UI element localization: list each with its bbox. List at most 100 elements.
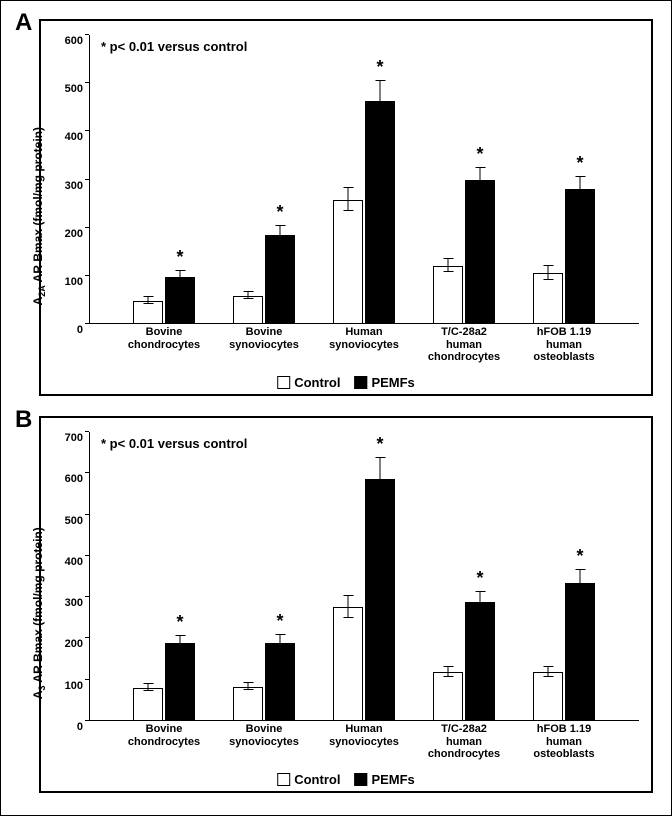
bar-group: * bbox=[129, 643, 199, 721]
error-bar bbox=[480, 167, 481, 194]
legend-label-control: Control bbox=[294, 375, 340, 390]
control-bar bbox=[333, 607, 363, 721]
bar-group: * bbox=[529, 583, 599, 721]
x-category-label: T/C-28a2 human chondrocytes bbox=[428, 326, 500, 364]
x-category-label: Human synoviocytes bbox=[329, 723, 399, 748]
bar-group: * bbox=[129, 277, 199, 324]
y-tick-label: 0 bbox=[41, 721, 89, 733]
y-tick-mark bbox=[85, 555, 89, 556]
control-bar bbox=[333, 200, 363, 324]
error-bar bbox=[348, 595, 349, 618]
x-labels: Bovine chondrocytes Bovine synoviocytes Hu… bbox=[89, 723, 639, 763]
error-bar bbox=[548, 666, 549, 678]
legend-swatch-pemfs bbox=[354, 773, 367, 786]
x-category-label: Bovine synoviocytes bbox=[229, 326, 299, 351]
error-bar bbox=[480, 591, 481, 614]
error-bar bbox=[148, 296, 149, 304]
y-tick-label: 200 bbox=[41, 228, 89, 240]
pemfs-bar: * bbox=[565, 189, 595, 324]
pemfs-bar: * bbox=[165, 643, 195, 721]
pemfs-bar: * bbox=[165, 277, 195, 324]
significance-star: * bbox=[376, 434, 383, 455]
significance-star: * bbox=[576, 546, 583, 567]
error-bar bbox=[248, 682, 249, 690]
error-bar bbox=[280, 634, 281, 651]
x-category-label: hFOB 1.19 human osteoblasts bbox=[533, 326, 594, 364]
error-bar bbox=[380, 80, 381, 123]
chart-container: A2A AR Bmax (fmol/mg protein)* p< 0.01 v… bbox=[39, 19, 653, 396]
y-tick-mark bbox=[85, 637, 89, 638]
y-tick-label: 200 bbox=[41, 638, 89, 650]
pemfs-bar: * bbox=[365, 479, 395, 721]
legend-swatch-pemfs bbox=[354, 376, 367, 389]
control-bar bbox=[433, 672, 463, 721]
bar-group: * bbox=[229, 235, 299, 324]
error-bar bbox=[280, 225, 281, 244]
bar-group: * bbox=[329, 101, 399, 324]
y-tick-label: 600 bbox=[41, 473, 89, 485]
bar-group: * bbox=[529, 189, 599, 324]
y-tick-label: 100 bbox=[41, 276, 89, 288]
y-tick-mark bbox=[85, 720, 89, 721]
legend-pemfs: PEMFs bbox=[354, 772, 414, 787]
bar-group: * bbox=[329, 479, 399, 721]
significance-star: * bbox=[276, 611, 283, 632]
y-tick-label: 100 bbox=[41, 680, 89, 692]
panel-b: BA3 AR Bmax (fmol/mg protein)* p< 0.01 v… bbox=[11, 408, 661, 799]
error-bar bbox=[180, 635, 181, 650]
panel-label: A bbox=[15, 9, 32, 37]
significance-star: * bbox=[176, 247, 183, 268]
legend-label-control: Control bbox=[294, 772, 340, 787]
error-bar bbox=[580, 176, 581, 203]
significance-star: * bbox=[176, 612, 183, 633]
panel-a: AA2A AR Bmax (fmol/mg protein)* p< 0.01 … bbox=[11, 11, 661, 402]
chart-container: A3 AR Bmax (fmol/mg protein)* p< 0.01 ve… bbox=[39, 416, 653, 793]
error-bar bbox=[448, 258, 449, 272]
error-bar bbox=[180, 270, 181, 284]
y-tick-label: 300 bbox=[41, 180, 89, 192]
x-category-label: Bovine chondrocytes bbox=[128, 723, 200, 748]
control-bar bbox=[533, 273, 563, 324]
y-tick-mark bbox=[85, 431, 89, 432]
x-category-label: hFOB 1.19 human osteoblasts bbox=[533, 723, 594, 761]
bar-group: * bbox=[429, 602, 499, 721]
control-bar bbox=[133, 301, 163, 324]
error-bar bbox=[380, 457, 381, 502]
plot-area: * * * * * bbox=[89, 432, 639, 721]
pemfs-bar: * bbox=[265, 643, 295, 721]
x-labels: Bovine chondrocytes Bovine synoviocytes Hu… bbox=[89, 326, 639, 366]
legend-control: Control bbox=[277, 772, 340, 787]
control-bar bbox=[433, 266, 463, 324]
pemfs-bar: * bbox=[365, 101, 395, 324]
x-category-label: Bovine synoviocytes bbox=[229, 723, 299, 748]
x-category-label: T/C-28a2 human chondrocytes bbox=[428, 723, 500, 761]
y-tick-mark bbox=[85, 472, 89, 473]
pemfs-bar: * bbox=[465, 602, 495, 721]
legend: Control PEMFs bbox=[277, 375, 415, 390]
legend-label-pemfs: PEMFs bbox=[371, 375, 414, 390]
y-tick-label: 300 bbox=[41, 597, 89, 609]
pemfs-bar: * bbox=[265, 235, 295, 324]
error-bar bbox=[348, 187, 349, 211]
y-tick-label: 700 bbox=[41, 432, 89, 444]
significance-star: * bbox=[276, 202, 283, 223]
y-tick-mark bbox=[85, 34, 89, 35]
legend: Control PEMFs bbox=[277, 772, 415, 787]
y-tick-mark bbox=[85, 179, 89, 180]
pemfs-bar: * bbox=[565, 583, 595, 721]
y-tick-label: 400 bbox=[41, 556, 89, 568]
x-category-label: Human synoviocytes bbox=[329, 326, 399, 351]
legend-label-pemfs: PEMFs bbox=[371, 772, 414, 787]
error-bar bbox=[248, 291, 249, 299]
error-bar bbox=[580, 569, 581, 595]
y-axis-label: A3 AR Bmax (fmol/mg protein) bbox=[31, 527, 47, 699]
bar-group: * bbox=[229, 643, 299, 721]
y-tick-label: 500 bbox=[41, 515, 89, 527]
x-category-label: Bovine chondrocytes bbox=[128, 326, 200, 351]
significance-star: * bbox=[576, 153, 583, 174]
y-tick-mark bbox=[85, 130, 89, 131]
y-tick-mark bbox=[85, 679, 89, 680]
y-tick-mark bbox=[85, 82, 89, 83]
error-bar bbox=[548, 265, 549, 279]
y-tick-label: 400 bbox=[41, 131, 89, 143]
